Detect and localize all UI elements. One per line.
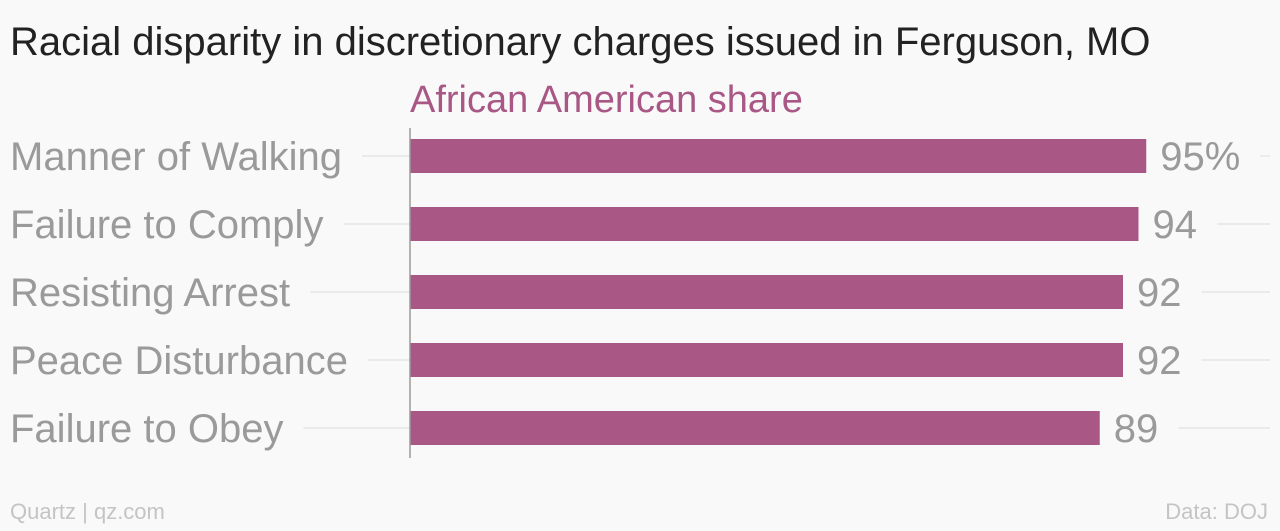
series-title: African American share xyxy=(410,79,803,121)
row-guides xyxy=(303,155,1270,429)
value-label: 89 xyxy=(1114,407,1159,451)
bar xyxy=(410,411,1100,445)
value-label: 92 xyxy=(1137,271,1182,315)
category-label: Failure to Obey xyxy=(10,407,283,451)
value-label: 94 xyxy=(1153,203,1198,247)
category-labels: Manner of Walking Failure to Comply Resist… xyxy=(10,135,348,451)
bar xyxy=(410,207,1139,241)
bar xyxy=(410,275,1123,309)
footer-source-left: Quartz | qz.com xyxy=(10,499,165,524)
category-label: Resisting Arrest xyxy=(10,271,290,315)
category-label: Failure to Comply xyxy=(10,203,323,247)
footer-source-right: Data: DOJ xyxy=(1165,499,1268,524)
value-label: 95% xyxy=(1160,135,1240,179)
value-label: 92 xyxy=(1137,339,1182,383)
category-label: Peace Disturbance xyxy=(10,339,348,383)
bar xyxy=(410,139,1147,173)
chart-title: Racial disparity in discretionary charge… xyxy=(10,20,1151,64)
category-label: Manner of Walking xyxy=(10,135,342,179)
bar xyxy=(410,343,1123,377)
bars xyxy=(410,139,1147,445)
value-labels: 95% 94 92 92 89 xyxy=(1114,135,1241,451)
